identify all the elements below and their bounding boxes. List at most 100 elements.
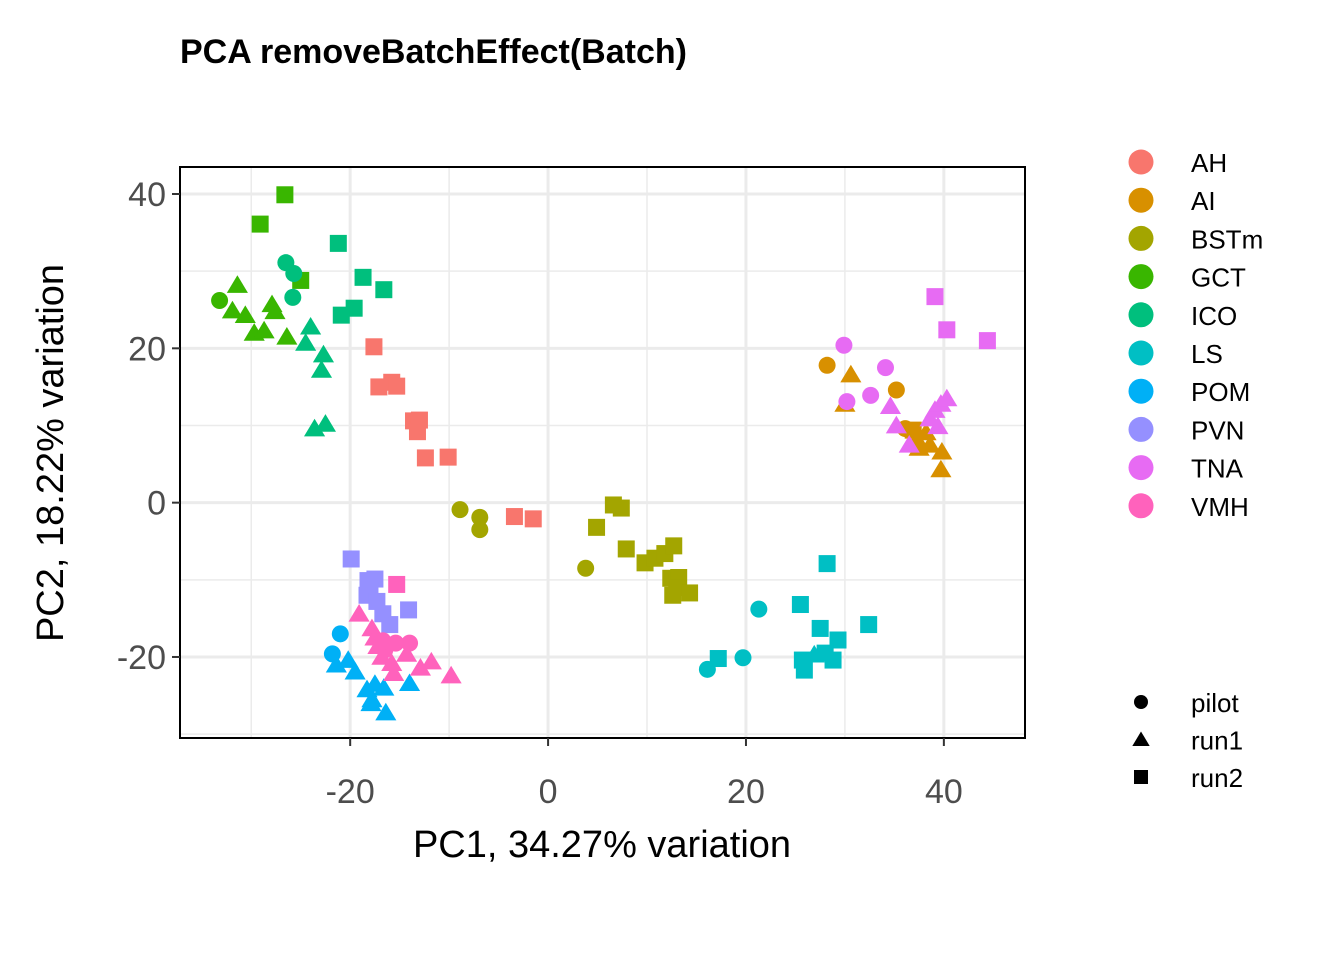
legend-label-ai: AI [1191, 186, 1216, 216]
legend-label-tna: TNA [1191, 454, 1244, 484]
data-point [938, 321, 956, 339]
data-point [381, 616, 399, 634]
data-point [811, 619, 829, 637]
chart-title: PCA removeBatchEffect(Batch) [180, 33, 687, 71]
data-point [617, 540, 635, 558]
data-point [373, 678, 395, 696]
data-point [440, 665, 462, 684]
data-point [505, 508, 523, 526]
legend-key-gct [1128, 264, 1154, 290]
data-point [345, 299, 363, 317]
data-point [396, 644, 418, 662]
data-point [612, 499, 630, 517]
data-point [400, 601, 418, 619]
data-point [285, 264, 303, 282]
data-point [471, 508, 489, 526]
data-point [310, 360, 333, 378]
data-point [420, 651, 442, 670]
data-point [388, 377, 406, 395]
data-point [919, 435, 941, 453]
legend-key-bstm [1128, 225, 1154, 251]
data-point [251, 215, 269, 233]
data-point [325, 654, 347, 673]
data-point [348, 603, 370, 622]
data-point [927, 416, 949, 435]
data-point [664, 586, 682, 604]
legend-label-pvn: PVN [1191, 415, 1244, 445]
legend-key-run1 [1132, 731, 1150, 746]
data-point [295, 333, 317, 351]
data-point [264, 301, 286, 320]
data-point [337, 650, 359, 668]
data-point [375, 702, 397, 721]
data-point [370, 378, 388, 396]
legend-label-run1: run1 [1191, 726, 1243, 756]
data-point [978, 332, 996, 350]
x-tick-label: 0 [539, 773, 558, 811]
data-point [876, 359, 894, 377]
data-point [588, 518, 606, 536]
data-point [360, 693, 382, 712]
data-point [365, 338, 383, 356]
x-tick-label: 40 [925, 773, 963, 811]
x-axis-title: PC1, 34.27% variation [413, 824, 791, 866]
data-point [304, 418, 326, 437]
data-point [408, 423, 426, 441]
data-point [342, 550, 360, 568]
x-tick-label: 20 [727, 773, 765, 811]
legend-label-pom: POM [1191, 377, 1250, 407]
data-point [904, 421, 922, 439]
data-point [835, 336, 853, 354]
data-point [829, 631, 847, 649]
data-point [885, 415, 907, 434]
data-point [314, 414, 337, 432]
data-point [471, 521, 489, 539]
y-tick-label: 40 [128, 176, 166, 214]
data-point [860, 616, 878, 634]
data-point [930, 459, 952, 478]
data-point [887, 381, 905, 399]
data-point [371, 647, 393, 665]
plot-panel [179, 166, 1026, 739]
data-point [332, 306, 350, 324]
data-point [936, 388, 958, 407]
data-point [734, 649, 752, 667]
data-point [818, 356, 836, 374]
data-point [451, 501, 469, 519]
data-point [234, 305, 256, 323]
data-point [898, 435, 920, 453]
legend-key-pom [1128, 378, 1154, 404]
data-point [354, 268, 372, 286]
data-point [838, 393, 856, 411]
legend-key-run2 [1134, 770, 1148, 784]
data-point [344, 661, 366, 680]
legend-shapes: pilot run1 run2 [1132, 688, 1243, 793]
legend-label-run2: run2 [1191, 763, 1243, 793]
y-axis-title: PC2, 18.22% variation [30, 264, 72, 642]
data-point [840, 364, 862, 383]
y-tick-label: 0 [147, 485, 166, 523]
data-point [862, 386, 880, 404]
data-point [791, 596, 809, 614]
data-point [375, 281, 393, 299]
data-point [388, 575, 406, 593]
legend-key-vmh [1128, 493, 1154, 519]
data-point [276, 326, 298, 345]
data-point [253, 320, 275, 339]
panel-background [180, 167, 1025, 738]
data-point [709, 650, 727, 668]
data-point [211, 291, 229, 309]
legend-label-pilot: pilot [1191, 688, 1239, 718]
data-point [681, 584, 699, 602]
data-point [284, 288, 302, 306]
legend-key-ls [1128, 340, 1154, 366]
legend-key-ah [1128, 149, 1154, 175]
legend-label-ah: AH [1191, 148, 1227, 178]
legend-label-gct: GCT [1191, 263, 1246, 293]
data-points [211, 186, 996, 721]
data-point [931, 441, 953, 460]
data-point [524, 510, 542, 528]
data-point [221, 300, 243, 319]
data-point [577, 559, 595, 577]
